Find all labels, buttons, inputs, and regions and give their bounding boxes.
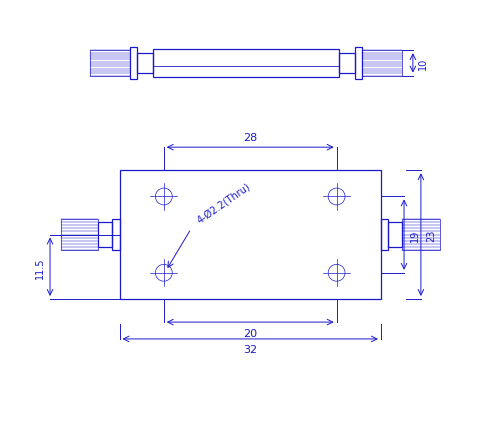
Bar	[90, 51, 130, 76]
Bar	[355, 48, 362, 80]
Bar	[338, 54, 355, 74]
Bar	[402, 219, 440, 251]
Text: 19: 19	[409, 229, 420, 241]
Text: 32: 32	[243, 345, 257, 354]
Bar	[120, 171, 381, 299]
Bar	[154, 49, 338, 78]
Bar	[362, 51, 402, 76]
Bar	[389, 222, 402, 248]
Bar	[61, 219, 98, 251]
Bar	[112, 219, 120, 251]
Text: 4-Ø2.2(Thru): 4-Ø2.2(Thru)	[195, 181, 252, 225]
Text: 20: 20	[243, 328, 257, 338]
Text: 23: 23	[427, 229, 436, 241]
Bar	[381, 219, 389, 251]
Bar	[130, 48, 137, 80]
Bar	[98, 222, 112, 248]
Text: 11.5: 11.5	[34, 256, 45, 278]
Text: 10: 10	[418, 58, 429, 70]
Text: 28: 28	[243, 132, 257, 142]
Bar	[137, 54, 154, 74]
